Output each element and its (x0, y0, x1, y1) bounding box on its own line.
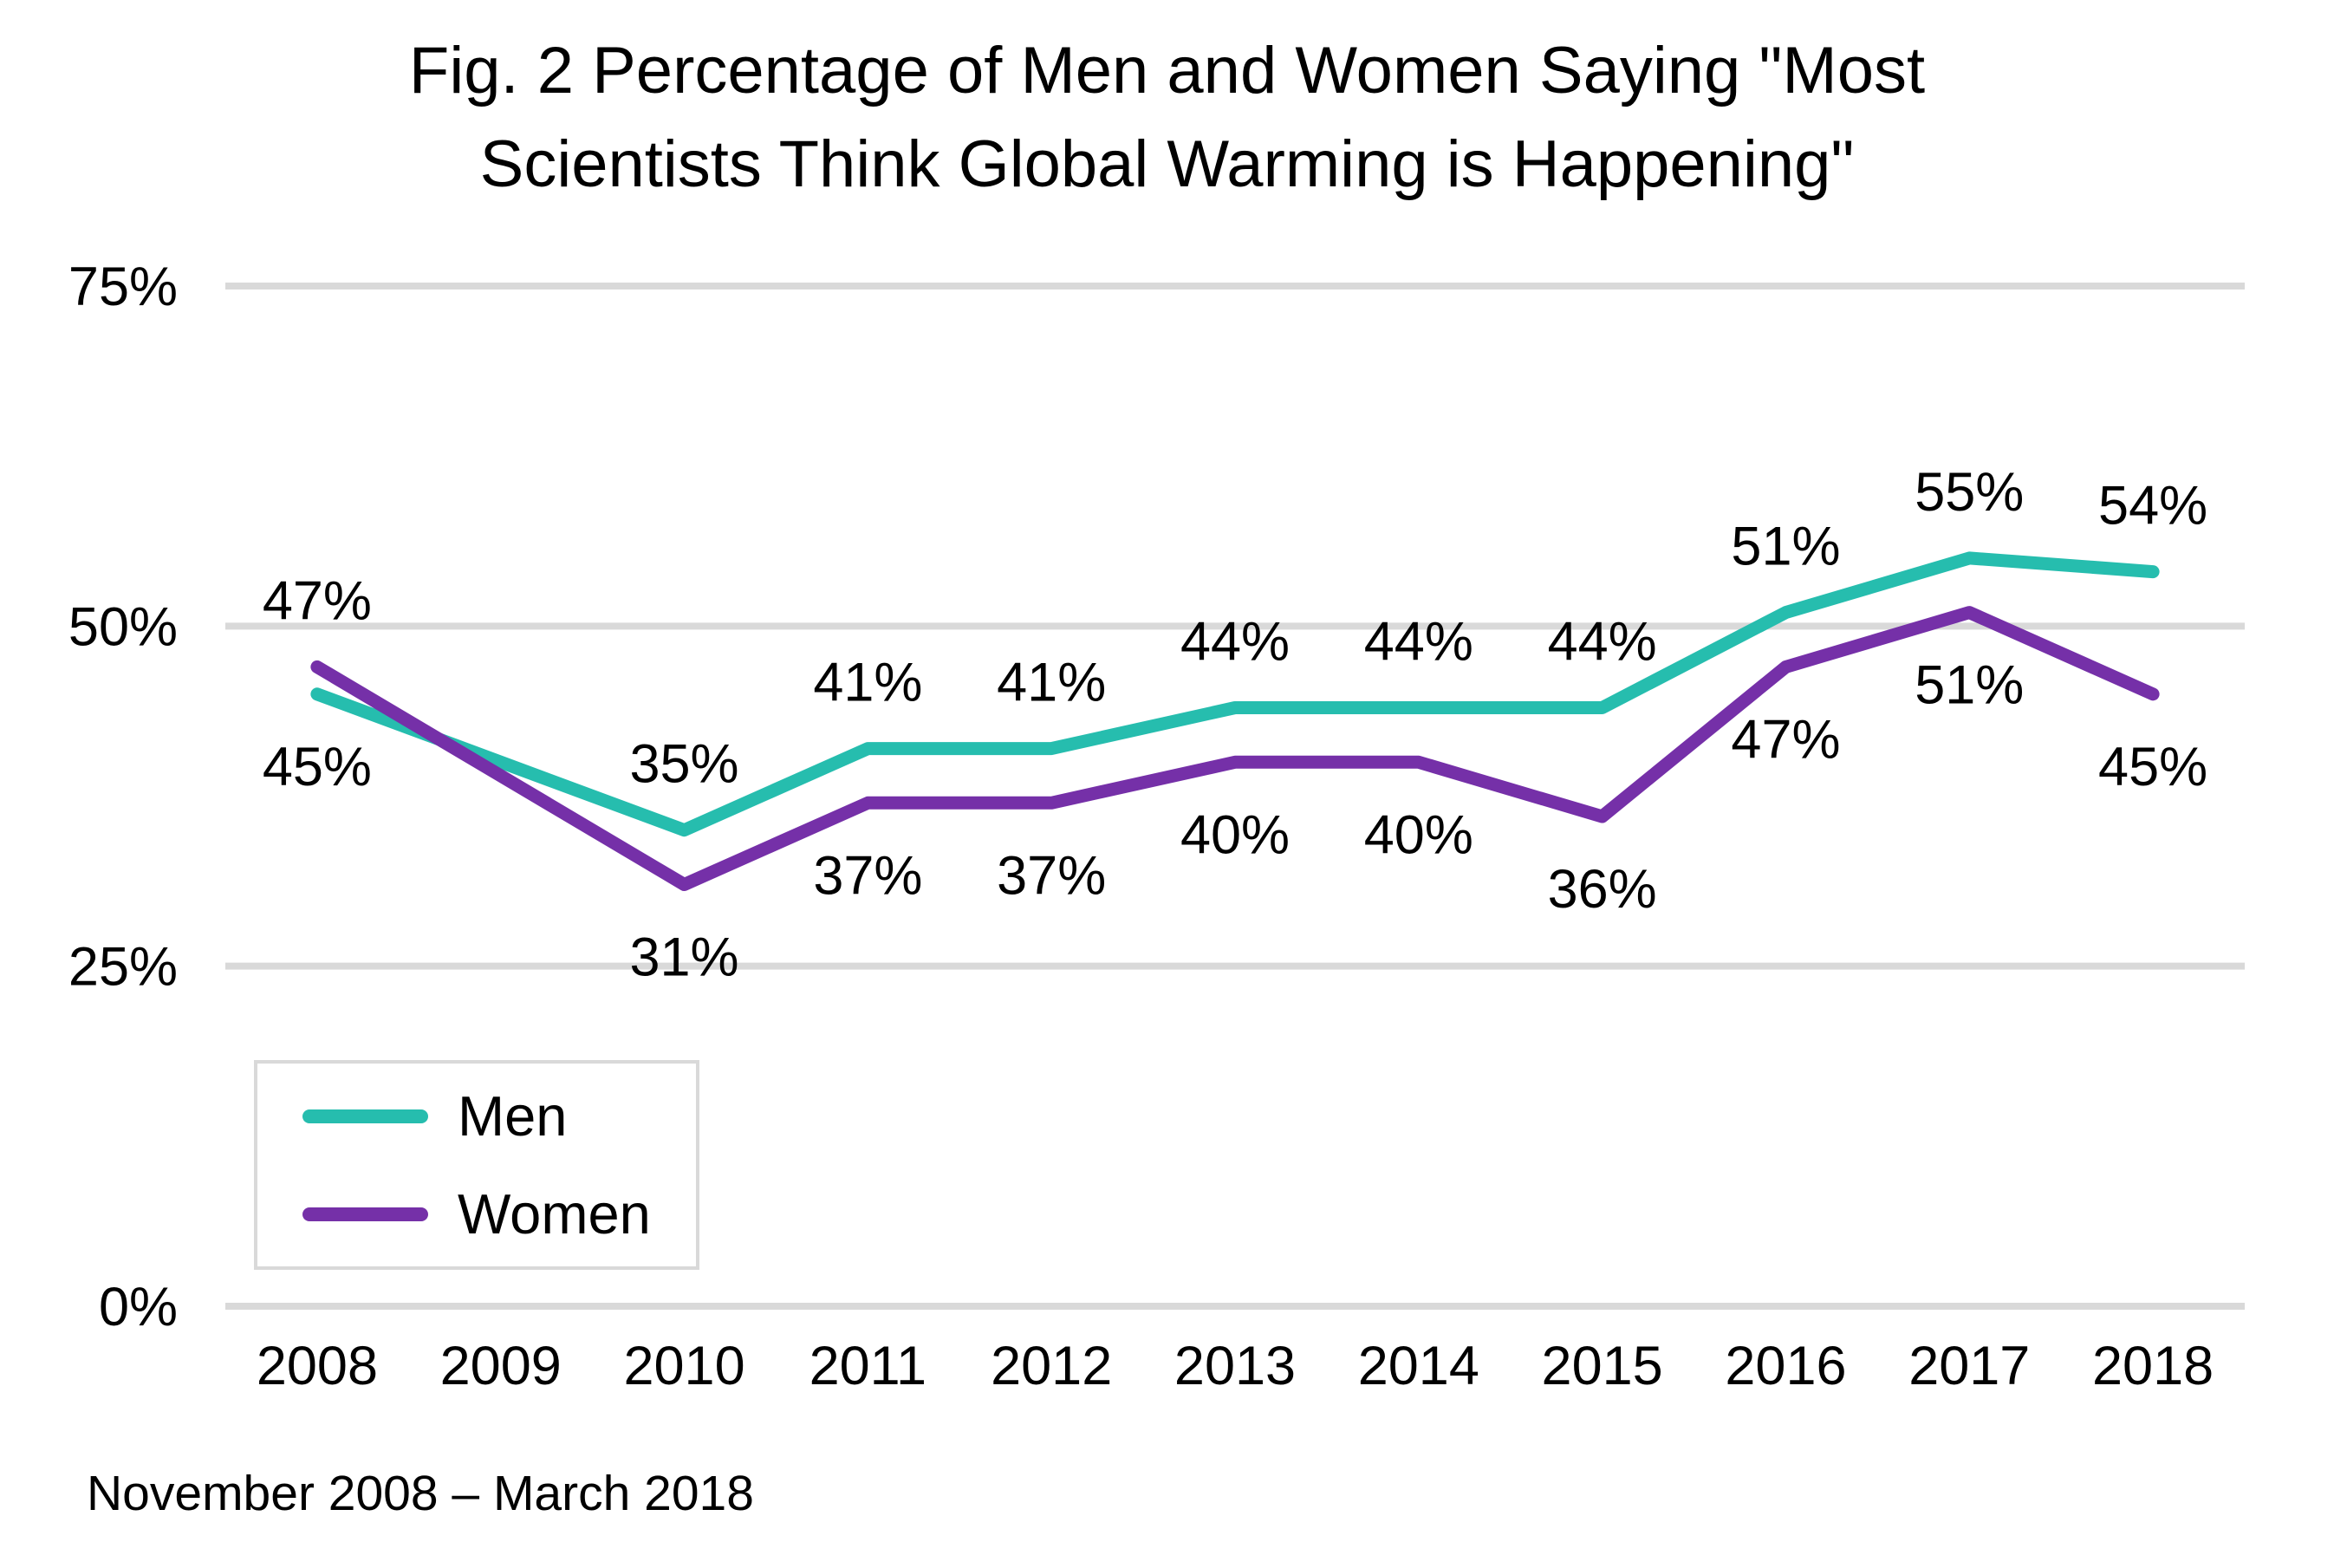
data-label-women-2008: 47% (263, 570, 372, 631)
x-tick-label-2017: 2017 (1908, 1336, 2030, 1396)
x-tick-label-2014: 2014 (1358, 1336, 1479, 1396)
data-label-women-2017: 51% (1915, 655, 2024, 716)
data-label-women-2018: 45% (2098, 737, 2207, 797)
data-label-men-2017: 55% (1915, 462, 2024, 523)
data-label-men-2012: 41% (997, 653, 1106, 713)
data-label-women-2012: 37% (997, 845, 1106, 906)
x-tick-label-2010: 2010 (623, 1336, 744, 1396)
x-tick-label-2008: 2008 (257, 1336, 378, 1396)
x-tick-label-2013: 2013 (1174, 1336, 1296, 1396)
men-line (310, 551, 2160, 837)
y-tick-label-50: 50% (68, 596, 178, 657)
data-label-women-2010: 31% (629, 927, 738, 988)
data-label-men-2015: 44% (1548, 611, 1657, 672)
x-tick-label-2015: 2015 (1542, 1336, 1663, 1396)
y-tick-label-0: 0% (99, 1277, 178, 1337)
chart-title: Fig. 2 Percentage of Men and Women Sayin… (408, 34, 1926, 201)
data-label-men-2013: 44% (1180, 611, 1290, 672)
x-tick-label-2011: 2011 (809, 1336, 926, 1396)
legend-item-men: Men (302, 1083, 696, 1148)
data-label-women-2016: 47% (1731, 709, 1840, 770)
women-line-swatch (302, 1207, 428, 1221)
data-label-women-2013: 40% (1180, 804, 1290, 865)
x-tick-label-2018: 2018 (2092, 1336, 2214, 1396)
data-label-men-2011: 41% (813, 653, 922, 713)
chart-footnote: November 2008 – March 2018 (87, 1466, 754, 1521)
legend-item-women: Women (302, 1181, 696, 1246)
data-label-men-2016: 51% (1731, 517, 1840, 577)
x-tick-label-2016: 2016 (1725, 1336, 1846, 1396)
legend: Men Women (254, 1060, 699, 1270)
x-tick-label-2009: 2009 (440, 1336, 562, 1396)
data-label-men-2014: 44% (1364, 611, 1473, 672)
women-line (310, 606, 2160, 891)
men-line-swatch (302, 1109, 428, 1123)
y-tick-label-75: 75% (68, 257, 178, 317)
legend-label-men: Men (458, 1084, 568, 1148)
data-label-women-2014: 40% (1364, 804, 1473, 865)
data-label-women-2015: 36% (1548, 859, 1657, 920)
data-label-women-2011: 37% (813, 845, 922, 906)
y-tick-label-25: 25% (68, 937, 178, 998)
x-tick-label-2012: 2012 (991, 1336, 1112, 1396)
data-label-men-2010: 35% (629, 734, 738, 795)
data-label-men-2008: 45% (263, 737, 372, 797)
legend-label-women: Women (458, 1182, 651, 1246)
data-label-men-2018: 54% (2098, 476, 2207, 537)
